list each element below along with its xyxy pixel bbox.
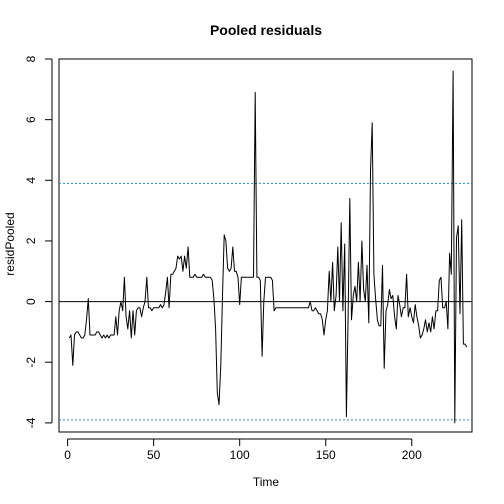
x-axis: 0 50 100 150 200 bbox=[64, 438, 422, 462]
chart-title: Pooled residuals bbox=[210, 22, 322, 38]
y-tick-label: -4 bbox=[24, 417, 38, 428]
y-tick-label: 0 bbox=[24, 298, 38, 305]
x-axis-label: Time bbox=[253, 475, 280, 489]
series-layer bbox=[68, 70, 468, 424]
y-tick-label: 4 bbox=[24, 177, 38, 184]
series-line bbox=[68, 70, 468, 424]
x-tick-label: 50 bbox=[147, 448, 161, 462]
y-tick-label: 8 bbox=[24, 55, 38, 62]
x-tick-label: 100 bbox=[230, 448, 250, 462]
x-tick-label: 0 bbox=[64, 448, 71, 462]
y-tick-label: 2 bbox=[24, 237, 38, 244]
x-tick-label: 150 bbox=[316, 448, 336, 462]
y-axis: -4 -2 0 2 4 6 8 bbox=[24, 55, 53, 428]
y-axis-label: residPooled bbox=[3, 212, 17, 275]
x-tick-label: 200 bbox=[402, 448, 422, 462]
y-tick-label: -2 bbox=[24, 357, 38, 368]
y-tick-label: 6 bbox=[24, 116, 38, 123]
reference-lines bbox=[59, 182, 472, 421]
plot-frame bbox=[58, 58, 473, 433]
